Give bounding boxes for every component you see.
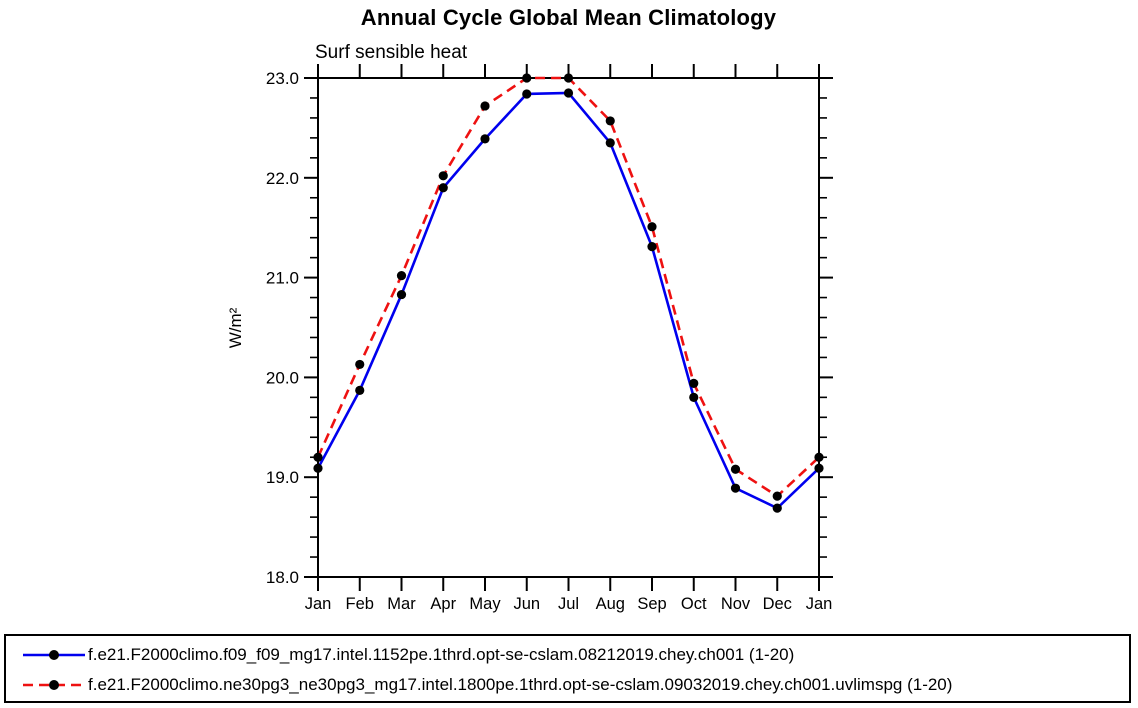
data-point-marker <box>689 392 699 402</box>
data-point-marker <box>480 134 490 144</box>
y-tick-label: 21.0 <box>266 269 299 288</box>
plot-area: 18.0 19.0 20.0 21.0 22.0 23.0 Jan Feb Mar Apr May J… <box>226 64 833 613</box>
data-point-marker <box>772 503 782 513</box>
legend: f.e21.F2000climo.f09_f09_mg17.intel.1152… <box>4 634 1131 703</box>
data-point-marker <box>772 491 782 501</box>
chart-title: Annual Cycle Global Mean Climatology <box>360 5 777 30</box>
data-point-marker <box>689 378 699 388</box>
data-point-marker <box>605 138 615 148</box>
data-point-marker <box>355 385 365 395</box>
legend-marker-dot-icon <box>49 680 59 690</box>
data-point-marker <box>438 183 448 193</box>
legend-label: f.e21.F2000climo.f09_f09_mg17.intel.1152… <box>88 645 795 664</box>
x-tick-label: Jun <box>513 595 540 613</box>
data-point-marker <box>522 73 532 83</box>
x-tick-label: Jul <box>558 595 579 613</box>
data-point-marker <box>396 289 407 300</box>
axis-box <box>317 77 820 578</box>
x-tick-label: Jan <box>806 595 833 613</box>
y-tick-label: 18.0 <box>266 568 299 587</box>
data-point-marker <box>814 463 824 473</box>
data-point-marker <box>730 464 741 474</box>
x-tick-label: May <box>469 595 501 613</box>
data-point-marker <box>814 452 824 462</box>
data-point-marker <box>605 116 615 126</box>
data-point-marker <box>480 101 490 111</box>
y-tick-label: 19.0 <box>266 468 299 487</box>
data-point-marker <box>438 171 448 181</box>
y-tick-label: 23.0 <box>266 69 299 88</box>
legend-key-dashed-line-icon <box>23 680 85 690</box>
data-point-marker <box>563 73 574 83</box>
data-point-marker <box>647 222 657 232</box>
y-axis-title: W/m² <box>226 307 245 348</box>
data-point-marker <box>563 88 574 98</box>
series-line-1 <box>316 76 820 498</box>
x-tick-label: Jan <box>305 595 332 613</box>
x-tick-label: Mar <box>387 595 416 613</box>
chart-subtitle: Surf sensible heat <box>315 42 468 63</box>
y-tick-label: 20.0 <box>266 368 299 387</box>
legend-key-solid-line-icon <box>23 650 85 660</box>
x-tick-label: Aug <box>596 595 625 613</box>
legend-item-f09: f.e21.F2000climo.f09_f09_mg17.intel.1152… <box>22 640 1129 670</box>
legend-label: f.e21.F2000climo.ne30pg3_ne30pg3_mg17.in… <box>88 675 953 694</box>
x-tick-label: Feb <box>346 595 374 613</box>
data-point-marker <box>313 463 323 473</box>
data-point-marker <box>355 359 365 370</box>
legend-item-ne30pg3: f.e21.F2000climo.ne30pg3_ne30pg3_mg17.in… <box>22 670 1129 700</box>
x-tick-label: Dec <box>763 595 792 613</box>
x-tick-label: Apr <box>430 595 456 613</box>
data-point-marker <box>647 242 657 252</box>
data-point-marker <box>396 271 407 281</box>
data-point-marker <box>730 483 741 493</box>
y-tick-label: 22.0 <box>266 169 299 188</box>
x-tick-label: Oct <box>681 595 707 613</box>
x-tick-label: Sep <box>637 595 666 613</box>
x-tick-label: Nov <box>721 595 751 613</box>
legend-marker-dot-icon <box>49 650 59 660</box>
series-line-0 <box>316 91 820 510</box>
data-point-marker <box>313 452 323 462</box>
data-point-marker <box>522 89 532 99</box>
